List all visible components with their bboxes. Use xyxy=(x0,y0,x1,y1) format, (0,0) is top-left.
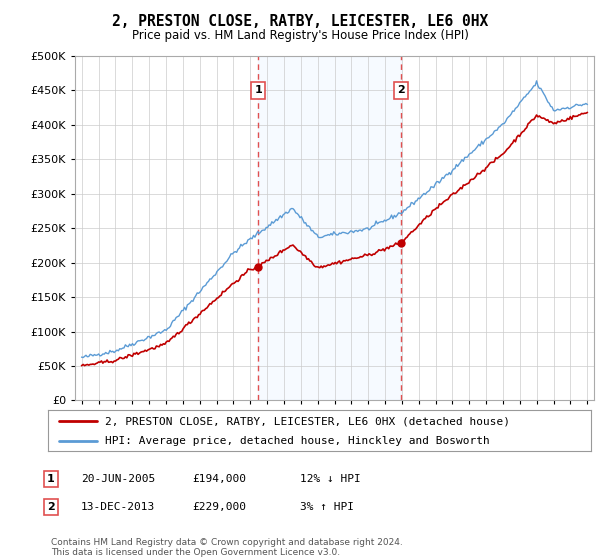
Text: 2, PRESTON CLOSE, RATBY, LEICESTER, LE6 0HX (detached house): 2, PRESTON CLOSE, RATBY, LEICESTER, LE6 … xyxy=(105,417,510,426)
Text: Price paid vs. HM Land Registry's House Price Index (HPI): Price paid vs. HM Land Registry's House … xyxy=(131,29,469,42)
Text: 3% ↑ HPI: 3% ↑ HPI xyxy=(300,502,354,512)
Text: 1: 1 xyxy=(254,86,262,95)
Text: 20-JUN-2005: 20-JUN-2005 xyxy=(81,474,155,484)
Text: HPI: Average price, detached house, Hinckley and Bosworth: HPI: Average price, detached house, Hinc… xyxy=(105,436,490,446)
Bar xyxy=(258,56,401,400)
Text: 13-DEC-2013: 13-DEC-2013 xyxy=(81,502,155,512)
Text: 2: 2 xyxy=(397,86,405,95)
Text: 12% ↓ HPI: 12% ↓ HPI xyxy=(300,474,361,484)
Text: 2, PRESTON CLOSE, RATBY, LEICESTER, LE6 0HX: 2, PRESTON CLOSE, RATBY, LEICESTER, LE6 … xyxy=(112,14,488,29)
Text: Contains HM Land Registry data © Crown copyright and database right 2024.
This d: Contains HM Land Registry data © Crown c… xyxy=(51,538,403,557)
Text: £229,000: £229,000 xyxy=(192,502,246,512)
Text: £194,000: £194,000 xyxy=(192,474,246,484)
Text: 2: 2 xyxy=(47,502,55,512)
Text: 1: 1 xyxy=(47,474,55,484)
